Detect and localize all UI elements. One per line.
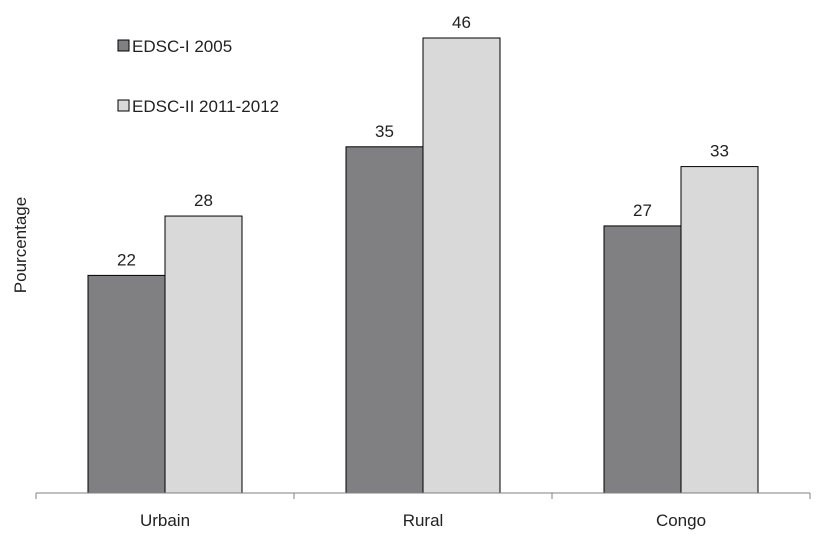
x-axis-ticks: Urbain Rural Congo: [35, 493, 811, 530]
data-label-rural-series-2: 46: [452, 13, 471, 32]
data-label-congo-series-1: 27: [633, 201, 652, 220]
data-label-congo-series-2: 33: [710, 142, 729, 161]
bar-congo-series-2: [680, 166, 759, 494]
bar-congo-series-1: [603, 225, 682, 494]
legend-swatch-series-1: [117, 39, 130, 52]
bars-group: 22 28 35 46 27 33: [87, 13, 759, 494]
x-tick-label-urbain: Urbain: [140, 511, 190, 530]
data-label-rural-series-1: 35: [375, 122, 394, 141]
legend: EDSC-I 2005 EDSC-II 2011-2012: [117, 37, 279, 116]
data-label-urbain-series-1: 22: [117, 250, 136, 269]
bar-rural-series-2: [422, 37, 501, 494]
bar-urbain-series-1: [87, 274, 166, 494]
bar-rural-series-1: [345, 146, 424, 494]
y-axis-label: Pourcentage: [11, 197, 30, 293]
data-label-urbain-series-2: 28: [194, 191, 213, 210]
x-tick-label-congo: Congo: [656, 511, 706, 530]
x-tick-label-rural: Rural: [403, 511, 444, 530]
bar-urbain-series-2: [164, 215, 243, 494]
legend-label-series-2: EDSC-II 2011-2012: [132, 97, 279, 116]
legend-label-series-1: EDSC-I 2005: [132, 37, 232, 56]
legend-swatch-series-2: [117, 99, 130, 112]
